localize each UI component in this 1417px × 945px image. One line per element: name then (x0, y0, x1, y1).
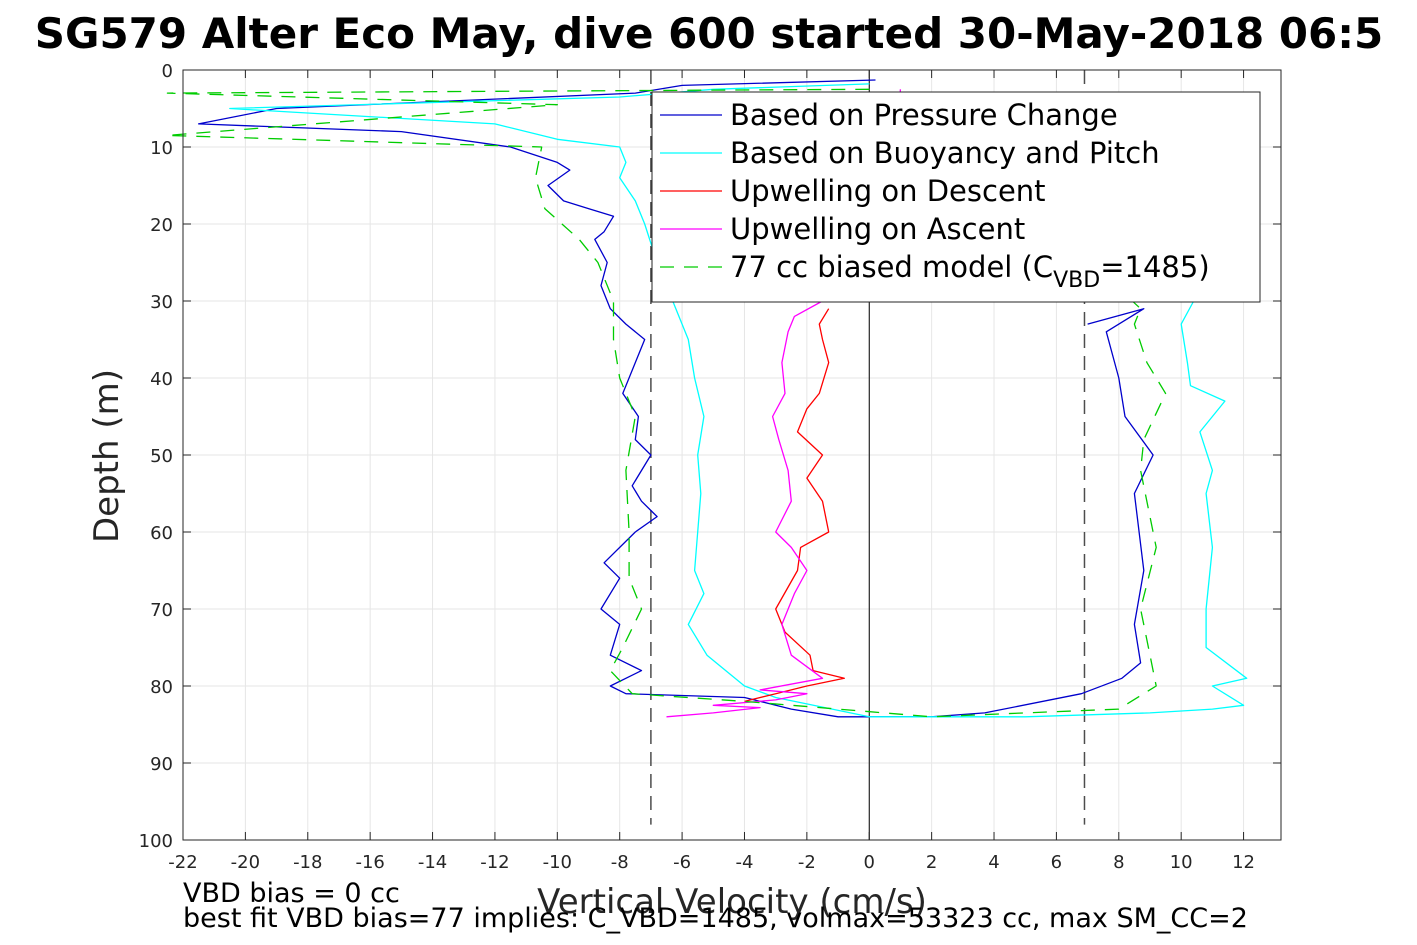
x-tick-label: 10 (1170, 852, 1193, 873)
x-tick-label: -20 (231, 852, 260, 873)
x-tick-label: -8 (611, 852, 629, 873)
legend-entry-label: Based on Buoyancy and Pitch (730, 136, 1160, 170)
x-tick-label: -2 (798, 852, 816, 873)
chart-legend: Based on Pressure Change Based on Buoyanc… (651, 91, 1261, 303)
x-tick-label: 4 (988, 852, 999, 873)
x-tick-label: -14 (418, 852, 447, 873)
vbd-bias-note: VBD bias = 0 cc (183, 878, 400, 909)
y-tick-label: 30 (150, 292, 173, 313)
legend-entry-label: Based on Pressure Change (730, 98, 1118, 132)
y-axis-label: Depth (m) (87, 369, 127, 543)
x-tick-label: -16 (355, 852, 384, 873)
series-line-4 (166, 88, 1167, 718)
legend-box (651, 91, 1261, 303)
x-tick-label: 2 (926, 852, 937, 873)
y-tick-label: 100 (139, 831, 173, 852)
legend-entry-label: Upwelling on Descent (730, 174, 1046, 208)
y-tick-label: 70 (150, 600, 173, 621)
best-fit-note: best fit VBD bias=77 implies: C_VBD=1485… (183, 903, 1248, 934)
x-tick-label: 8 (1113, 852, 1124, 873)
y-tick-label: 50 (150, 446, 173, 467)
series-layer (166, 79, 1248, 718)
x-tick-label: -22 (168, 852, 197, 873)
x-tick-label: 0 (864, 852, 875, 873)
x-tick-label: 6 (1051, 852, 1062, 873)
series-line-0 (197, 79, 1154, 718)
x-tick-label: 12 (1232, 852, 1255, 873)
y-tick-label: 10 (150, 138, 173, 159)
y-tick-label: 90 (150, 754, 173, 775)
x-tick-label: -6 (673, 852, 691, 873)
y-tick-label: 40 (150, 369, 173, 390)
chart-title: SG579 Alter Eco May, dive 600 started 30… (35, 9, 1384, 58)
y-tick-label: 80 (150, 677, 173, 698)
series-line-1 (229, 83, 1248, 718)
y-tick-label: 0 (162, 61, 173, 82)
series-line-3 (666, 89, 902, 718)
legend-entry-label: Upwelling on Ascent (730, 212, 1025, 246)
tick-layer: -22 -20 -18 -16 -14 -12 -10 -8 -6 -4 -2 0 2 4 6 8 10 1201… (139, 61, 1281, 873)
x-tick-label: -4 (736, 852, 754, 873)
x-tick-label: -18 (293, 852, 322, 873)
y-tick-label: 60 (150, 523, 173, 544)
x-tick-label: -12 (480, 852, 509, 873)
series-line-2 (744, 308, 845, 703)
x-axis-label: Vertical Velocity (cm/s) (537, 882, 927, 922)
x-tick-label: -10 (543, 852, 572, 873)
y-tick-label: 20 (150, 215, 173, 236)
